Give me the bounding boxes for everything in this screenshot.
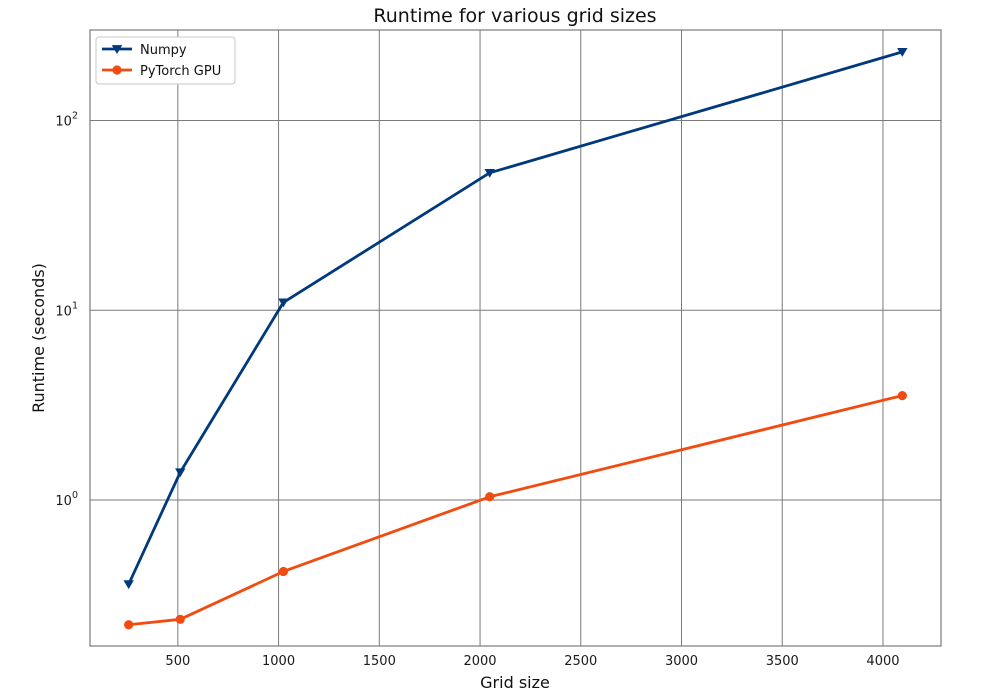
series-numpy [123, 47, 908, 590]
y-tick-label-10^1: 101 [55, 300, 78, 319]
x-tick-label-2000: 2000 [463, 654, 496, 669]
plot-frame [89, 29, 942, 647]
x-tick-label-500: 500 [165, 654, 190, 669]
x-tick-label-1000: 1000 [262, 654, 295, 669]
legend-label-pytorch-gpu: PyTorch GPU [140, 64, 221, 79]
x-tick-label-3500: 3500 [766, 654, 799, 669]
series-pytorch-gpu [124, 390, 907, 630]
data-point-pytorch-gpu-1024 [278, 566, 289, 577]
y-axis-title: Runtime (seconds) [29, 263, 48, 413]
x-tick-label-3000: 3000 [665, 654, 698, 669]
x-tick-label-2500: 2500 [564, 654, 597, 669]
legend-marker-pytorch-gpu [112, 65, 122, 75]
legend-label-numpy: Numpy [140, 43, 187, 58]
y-tick-label-10^2: 102 [55, 111, 78, 130]
data-point-pytorch-gpu-2048 [485, 492, 495, 502]
data-point-pytorch-gpu-512 [175, 614, 185, 624]
data-point-numpy-1024 [278, 298, 289, 308]
data-point-pytorch-gpu-256 [124, 620, 134, 630]
data-point-pytorch-gpu-4096 [897, 390, 907, 401]
plot-area: 500 1000 1500 2000 2500 3000 3500 4000 100 101 102 [55, 29, 942, 669]
data-point-numpy-2048 [484, 168, 495, 178]
data-point-numpy-512 [175, 468, 186, 478]
y-tick-label-10^0: 100 [55, 490, 78, 509]
legend-marker-numpy [111, 45, 123, 54]
data-point-numpy-4096 [897, 47, 908, 57]
x-tick-label-1500: 1500 [363, 654, 396, 669]
legend: Numpy PyTorch GPU [95, 36, 236, 85]
data-point-numpy-256 [123, 580, 134, 590]
x-tick-label-4000: 4000 [866, 654, 899, 669]
x-axis-title: Grid size [480, 673, 550, 692]
chart-title: Runtime for various grid sizes [373, 5, 656, 27]
